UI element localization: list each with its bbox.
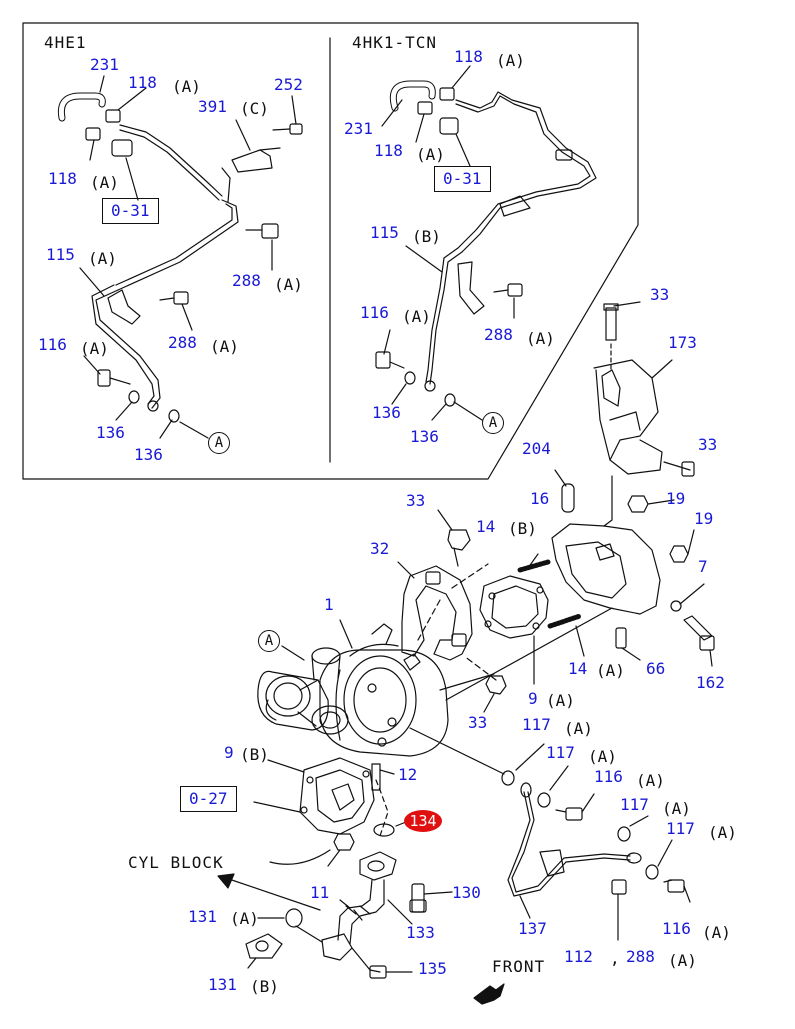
part-162-link[interactable]: 162 <box>696 673 725 692</box>
part-231-link[interactable]: 231 <box>344 119 373 138</box>
part-115-link[interactable]: 115 <box>46 245 75 264</box>
part-suffix: (A) <box>526 329 555 348</box>
ref-0-27-link[interactable]: 0-27 <box>180 786 237 812</box>
part-118-link[interactable]: 118 <box>374 141 403 160</box>
part-14-link[interactable]: 14 <box>568 659 588 678</box>
part-suffix: (A) <box>668 951 697 970</box>
part-112-link[interactable]: 112 <box>564 947 593 966</box>
part-118-link[interactable]: 118 <box>128 73 157 92</box>
ref-circle-a: A <box>482 412 504 434</box>
part-66-link[interactable]: 66 <box>646 659 666 678</box>
part-288-link[interactable]: 288 <box>626 947 655 966</box>
part-suffix: (A) <box>496 51 525 70</box>
part-12-link[interactable]: 12 <box>398 765 418 784</box>
part-suffix: (A) <box>708 823 737 842</box>
part-suffix: (C) <box>240 99 269 118</box>
ref-circle-a: A <box>258 630 280 652</box>
part-suffix: (A) <box>636 771 665 790</box>
part-204-link[interactable]: 204 <box>522 439 551 458</box>
part-suffix: (A) <box>546 691 575 710</box>
ref-circle-a: A <box>208 432 230 454</box>
cyl-block-label: CYL BLOCK <box>128 853 224 872</box>
part-134-highlighted-link[interactable]: 134 <box>404 810 442 832</box>
part-130-link[interactable]: 130 <box>452 883 481 902</box>
part-173-link[interactable]: 173 <box>668 333 697 352</box>
part-suffix: (B) <box>240 745 269 764</box>
front-direction-label: FRONT <box>492 957 546 976</box>
part-118-link[interactable]: 118 <box>454 47 483 66</box>
part-33-link[interactable]: 33 <box>650 285 670 304</box>
part-136-link[interactable]: 136 <box>410 427 439 446</box>
part-136-link[interactable]: 136 <box>372 403 401 422</box>
part-suffix: (A) <box>662 799 691 818</box>
part-7-link[interactable]: 7 <box>698 557 708 576</box>
part-33-link[interactable]: 33 <box>698 435 718 454</box>
part-117-link[interactable]: 117 <box>522 715 551 734</box>
ref-0-31-link[interactable]: 0-31 <box>434 166 491 192</box>
part-116-link[interactable]: 116 <box>662 919 691 938</box>
part-136-link[interactable]: 136 <box>134 445 163 464</box>
part-288-link[interactable]: 288 <box>168 333 197 352</box>
part-116-link[interactable]: 116 <box>360 303 389 322</box>
part-suffix: (A) <box>230 909 259 928</box>
inset-title-4hk1-tcn: 4HK1-TCN <box>352 33 438 52</box>
part-14-link[interactable]: 14 <box>476 517 496 536</box>
part-117-link[interactable]: 117 <box>620 795 649 814</box>
part-suffix: (A) <box>274 275 303 294</box>
part-suffix: (B) <box>508 519 537 538</box>
part-116-link[interactable]: 116 <box>38 335 67 354</box>
part-115-link[interactable]: 115 <box>370 223 399 242</box>
part-19-link[interactable]: 19 <box>666 489 686 508</box>
part-suffix: (A) <box>88 249 117 268</box>
part-136-link[interactable]: 136 <box>96 423 125 442</box>
part-33-link[interactable]: 33 <box>406 491 426 510</box>
part-19-link[interactable]: 19 <box>694 509 714 528</box>
part-252-link[interactable]: 252 <box>274 75 303 94</box>
part-suffix: (A) <box>702 923 731 942</box>
part-suffix: (A) <box>80 339 109 358</box>
part-231-link[interactable]: 231 <box>90 55 119 74</box>
part-suffix: (A) <box>416 145 445 164</box>
part-suffix: (A) <box>210 337 239 356</box>
part-32-link[interactable]: 32 <box>370 539 390 558</box>
part-117-link[interactable]: 117 <box>546 743 575 762</box>
part-suffix: (B) <box>412 227 441 246</box>
part-116-link[interactable]: 116 <box>594 767 623 786</box>
inset-title-4he1: 4HE1 <box>44 33 87 52</box>
part-9-link[interactable]: 9 <box>528 689 538 708</box>
part-135-link[interactable]: 135 <box>418 959 447 978</box>
part-suffix: (A) <box>90 173 119 192</box>
part-16-link[interactable]: 16 <box>530 489 550 508</box>
part-131-link[interactable]: 131 <box>188 907 217 926</box>
part-117-link[interactable]: 117 <box>666 819 695 838</box>
part-131-link[interactable]: 131 <box>208 975 237 994</box>
part-suffix: (A) <box>172 77 201 96</box>
part-288-link[interactable]: 288 <box>232 271 261 290</box>
ref-0-31-link[interactable]: 0-31 <box>102 198 159 224</box>
part-11-link[interactable]: 11 <box>310 883 330 902</box>
part-9-link[interactable]: 9 <box>224 743 234 762</box>
inset-frame <box>22 22 639 480</box>
part-suffix: (A) <box>588 747 617 766</box>
part-suffix: (A) <box>402 307 431 326</box>
part-391-link[interactable]: 391 <box>198 97 227 116</box>
part-118-link[interactable]: 118 <box>48 169 77 188</box>
part-1-link[interactable]: 1 <box>324 595 334 614</box>
part-suffix: (A) <box>564 719 593 738</box>
part-137-link[interactable]: 137 <box>518 919 547 938</box>
part-33-link[interactable]: 33 <box>468 713 488 732</box>
part-suffix: (A) <box>596 661 625 680</box>
comma-separator: , <box>610 949 620 968</box>
part-133-link[interactable]: 133 <box>406 923 435 942</box>
part-suffix: (B) <box>250 977 279 996</box>
part-288-link[interactable]: 288 <box>484 325 513 344</box>
